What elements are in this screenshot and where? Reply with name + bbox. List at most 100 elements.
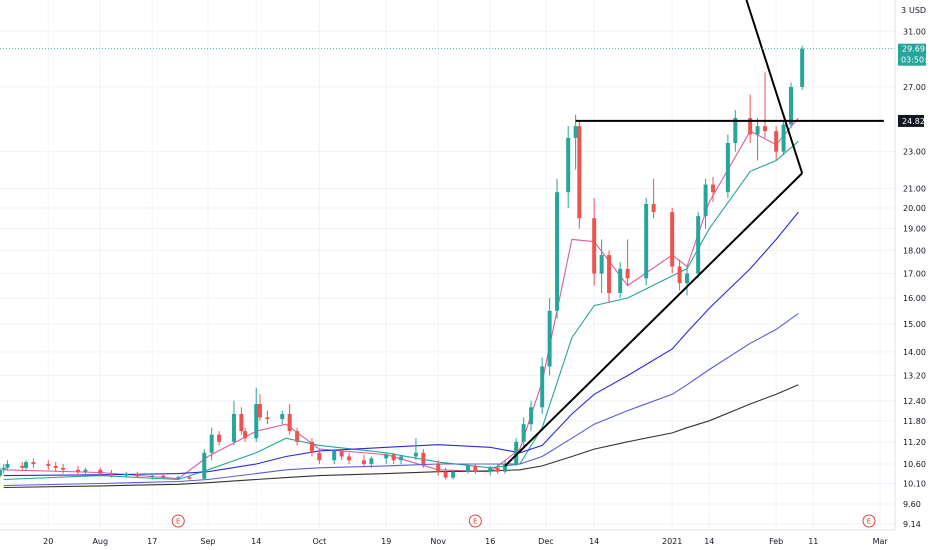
price-axis[interactable]: 31.00 27.00 23.00 21.00 20.00 19.00 18.00 17.00… (903, 27, 926, 529)
moving-average-line-3 (3, 211, 799, 477)
time-tick-label: 14 (704, 537, 714, 546)
candle-body (436, 464, 441, 472)
candle-body (651, 203, 656, 213)
candle (592, 198, 597, 286)
candles (0, 45, 805, 480)
candle (644, 198, 649, 286)
candle-body (685, 273, 690, 284)
candle (651, 178, 656, 219)
moving-average-line-5 (3, 384, 799, 489)
candle (61, 464, 66, 474)
level-price-label: 24.82 (898, 114, 925, 127)
candle-body (0, 469, 2, 476)
price-tick-label: 14.00 (903, 348, 926, 357)
candle (243, 427, 248, 442)
candle (98, 467, 103, 476)
candle (733, 110, 738, 152)
candle (488, 465, 493, 476)
earnings-marker-circle (862, 514, 876, 528)
earnings-marker-circle (171, 514, 185, 528)
time-tick-label: Sep (200, 537, 215, 546)
candle (5, 460, 10, 470)
candle (436, 460, 441, 476)
price-tick-label: 13.20 (903, 372, 926, 381)
candle (135, 471, 140, 478)
candle (725, 134, 730, 199)
candle (124, 471, 129, 478)
candle (391, 452, 396, 465)
earnings-marker[interactable]: E (171, 514, 185, 528)
candle (781, 121, 786, 156)
candle (451, 469, 456, 480)
candle-body (109, 473, 114, 476)
candle-body (725, 142, 730, 193)
candle-body (231, 413, 236, 442)
candle (280, 410, 285, 425)
candle (31, 458, 36, 468)
price-tick-label: 12.40 (903, 397, 926, 406)
candle-body (703, 184, 708, 217)
time-tick-label: Aug (92, 537, 108, 546)
candle (339, 449, 344, 461)
candle-body (733, 118, 738, 143)
candle-body (280, 413, 285, 420)
trendline-1[interactable] (504, 172, 803, 467)
candle (566, 126, 571, 209)
candle-body (265, 417, 270, 420)
candle-body (644, 203, 649, 279)
candle (254, 387, 259, 442)
trendlines[interactable] (504, 0, 884, 467)
candle-body (748, 118, 753, 135)
candle-body (384, 454, 389, 459)
candle (774, 126, 779, 161)
candle-body (31, 462, 36, 465)
candle (295, 427, 300, 446)
earnings-marker[interactable]: E (862, 514, 876, 528)
candle-body (711, 184, 716, 193)
price-tick-label: 10.60 (903, 460, 926, 469)
candle-body (696, 216, 701, 274)
time-axis[interactable]: 20 Aug 17 Sep 14 Oct 19 Nov 16 Dec 14 2021 14 Feb 11 Ma… (43, 537, 888, 546)
candle-body (5, 464, 10, 468)
candle-body (465, 465, 470, 472)
earnings-marker[interactable]: E (468, 514, 482, 528)
candle-body (547, 310, 552, 367)
candle (763, 72, 768, 138)
candle-body (607, 254, 612, 293)
countdown-text: 03:50:45 (901, 56, 932, 65)
price-tick-label: 23.00 (903, 148, 926, 157)
candle (384, 452, 389, 465)
candle (265, 410, 270, 425)
candle-body (53, 465, 58, 468)
candle-body (1, 467, 6, 470)
candle-body (46, 464, 51, 466)
price-tick-label: 10.10 (903, 480, 926, 489)
price-tick-label: 18.00 (903, 246, 926, 255)
candle (202, 449, 207, 480)
candle-body (369, 458, 374, 465)
candle (187, 475, 192, 480)
candle (540, 357, 545, 414)
candle-body (677, 266, 682, 284)
candle (607, 250, 612, 304)
candle-body (187, 477, 192, 479)
candle-body (521, 424, 526, 442)
candle-body (209, 434, 214, 453)
candle-body (399, 456, 404, 461)
candle-body (20, 465, 25, 468)
time-tick-label: Oct (312, 537, 326, 546)
candle-body (503, 464, 508, 472)
price-tick-label: 9.60 (903, 500, 921, 509)
candle-body (755, 126, 760, 135)
candle (231, 400, 236, 446)
candle-body (176, 477, 181, 479)
candle-body (254, 404, 259, 439)
candle-body (75, 469, 80, 472)
candle (20, 462, 25, 470)
axis-top-cut-label: 3 (901, 6, 906, 15)
candle-body (309, 441, 314, 453)
trendline-2[interactable] (745, 0, 804, 174)
candle (577, 121, 582, 229)
